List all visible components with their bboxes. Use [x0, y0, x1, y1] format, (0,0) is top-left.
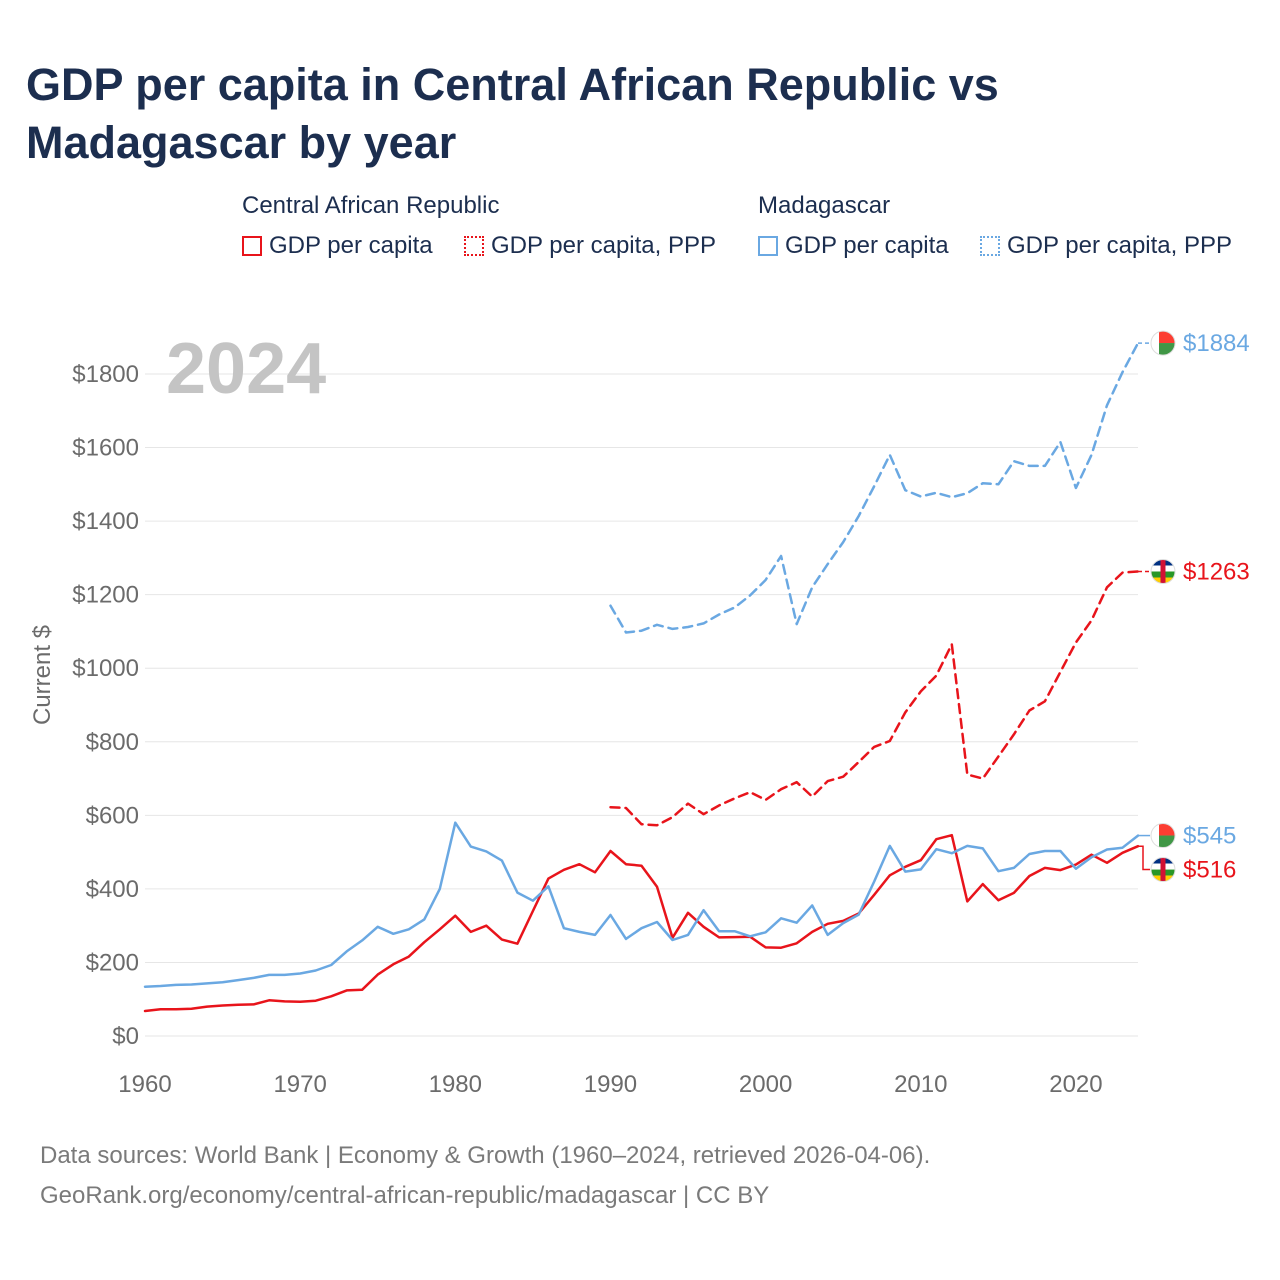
end-value-label: $545: [1183, 823, 1236, 850]
flag-madagascar-icon: [1150, 330, 1176, 356]
flag-car-icon: [1150, 857, 1176, 883]
end-value-label: $516: [1183, 857, 1236, 884]
legend-label-mdg-ppp: GDP per capita, PPP: [1007, 232, 1232, 259]
x-tick-label: 1980: [429, 1071, 482, 1098]
y-tick-label: $1600: [72, 435, 139, 462]
series-line-mdg-gdp[interactable]: [143, 821, 1140, 988]
x-tick-label: 1990: [584, 1071, 637, 1098]
x-tick-label: 2010: [894, 1071, 947, 1098]
y-tick-label: $1000: [72, 655, 139, 682]
end-connector: [1138, 845, 1150, 871]
flag-car-icon: [1150, 558, 1176, 584]
series-line-car-ppp[interactable]: [609, 570, 1140, 827]
y-tick-label: $0: [112, 1023, 139, 1050]
x-axis-ticks: 1960 1970 1980 1990 2000 2010 2020: [118, 1071, 1102, 1098]
series-end-markers: $1884 $1263 $545 $516: [1138, 330, 1250, 884]
legend-swatch-mdg-gdp: [758, 236, 778, 256]
legend-country-car: Central African Republic: [242, 192, 500, 219]
x-tick-label: 1960: [118, 1071, 171, 1098]
legend-item-mdg-ppp[interactable]: GDP per capita, PPP: [980, 232, 1232, 260]
legend-swatch-car-ppp: [464, 236, 484, 256]
series-line-car-gdp[interactable]: [143, 833, 1140, 1013]
y-tick-label: $400: [86, 876, 139, 903]
year-watermark: 2024: [166, 329, 326, 409]
series-lines: [143, 341, 1140, 1013]
y-tick-label: $1800: [72, 361, 139, 388]
footer-sources: Data sources: World Bank | Economy & Gro…: [40, 1142, 931, 1169]
chart-title: GDP per capita in Central African Republ…: [26, 59, 999, 168]
legend-swatch-mdg-ppp: [980, 236, 1000, 256]
y-axis-ticks: $0 $200 $400 $600 $800 $1000 $1200 $1400 $1600 $1…: [72, 361, 139, 1050]
legend-label-car-gdp: GDP per capita: [269, 232, 433, 259]
gridlines: [145, 373, 1138, 1037]
y-tick-label: $1200: [72, 582, 139, 609]
flag-madagascar-icon: [1150, 823, 1176, 849]
legend-label-car-ppp: GDP per capita, PPP: [491, 232, 716, 259]
footer-url[interactable]: GeoRank.org/economy/central-african-repu…: [40, 1182, 770, 1209]
legend-item-car-gdp[interactable]: GDP per capita: [242, 232, 433, 260]
y-axis-label: Current $: [29, 625, 56, 725]
x-tick-label: 2000: [739, 1071, 792, 1098]
legend-label-mdg-gdp: GDP per capita: [785, 232, 949, 259]
y-tick-label: $200: [86, 949, 139, 976]
legend-swatch-car-gdp: [242, 236, 262, 256]
y-tick-label: $800: [86, 729, 139, 756]
end-value-label: $1884: [1183, 330, 1250, 357]
legend-item-mdg-gdp[interactable]: GDP per capita: [758, 232, 949, 260]
series-line-mdg-ppp[interactable]: [609, 341, 1140, 634]
legend-country-mdg: Madagascar: [758, 192, 891, 219]
x-tick-label: 1970: [273, 1071, 326, 1098]
legend-item-car-ppp[interactable]: GDP per capita, PPP: [464, 232, 716, 260]
y-tick-label: $1400: [72, 508, 139, 535]
x-tick-label: 2020: [1049, 1071, 1102, 1098]
end-value-label: $1263: [1183, 558, 1250, 585]
y-tick-label: $600: [86, 802, 139, 829]
footer: Data sources: World Bank | Economy & Gro…: [40, 1136, 930, 1216]
